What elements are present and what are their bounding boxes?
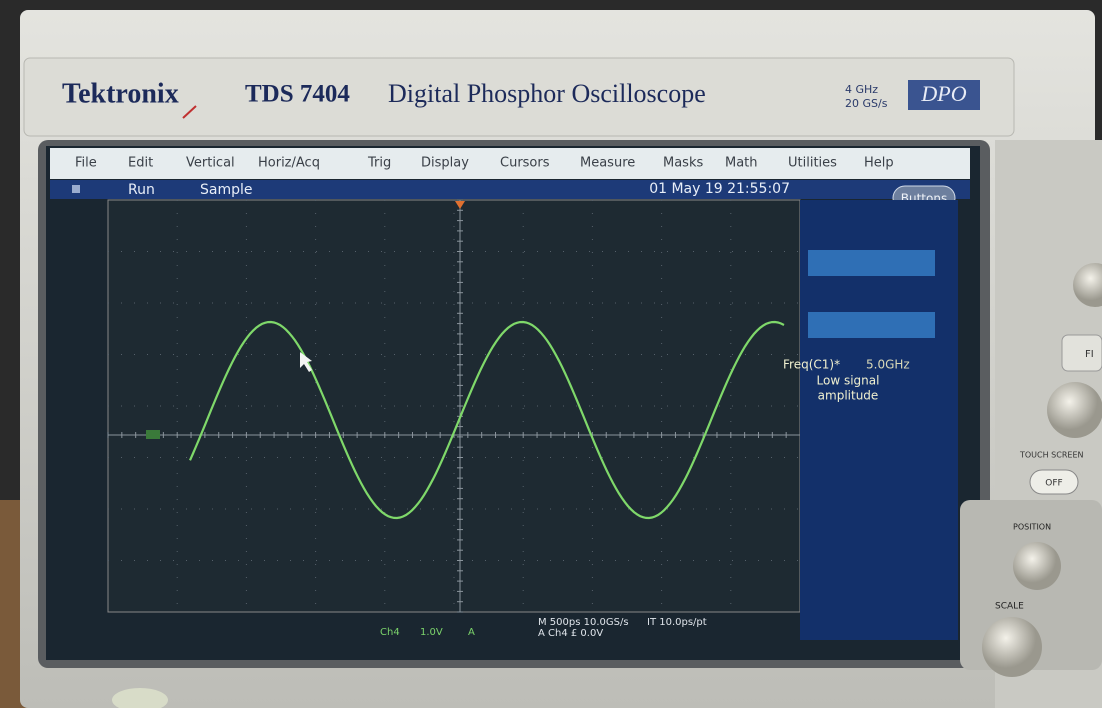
- position-knob[interactable]: [1013, 542, 1061, 590]
- run-state: Run: [128, 182, 155, 198]
- acq-mode: Sample: [200, 182, 253, 198]
- measurement-label: Freq(C1)*: [783, 358, 840, 372]
- channel-marker: [146, 430, 160, 439]
- menu-item[interactable]: Display: [421, 156, 469, 171]
- scale-knob[interactable]: [982, 617, 1042, 677]
- menu-item[interactable]: Masks: [663, 156, 703, 171]
- side-box-2[interactable]: [808, 312, 935, 338]
- measurement-note-1: Low signal: [817, 374, 880, 388]
- readout-scale: 1.0V: [420, 627, 443, 638]
- readout-channel: Ch4: [380, 627, 400, 638]
- spec-bandwidth: 4 GHz: [845, 83, 878, 96]
- brand: Tektronix: [62, 78, 179, 109]
- side-button[interactable]: [1061, 334, 1102, 372]
- power-button[interactable]: [112, 688, 168, 708]
- spec-rate: 20 GS/s: [845, 97, 888, 110]
- menu-item[interactable]: Horiz/Acq: [258, 156, 320, 171]
- knob-mid[interactable]: [1047, 382, 1102, 438]
- measurement-value: 5.0GHz: [866, 358, 910, 372]
- touch-off-label[interactable]: OFF: [1045, 479, 1062, 489]
- menu-item[interactable]: Edit: [128, 156, 153, 171]
- touch-screen-label: TOUCH SCREEN: [1019, 451, 1084, 460]
- readout-coupling: A: [468, 627, 475, 638]
- side-button-label[interactable]: FI: [1085, 349, 1094, 360]
- status-bar: [50, 180, 970, 199]
- menu-item[interactable]: Cursors: [500, 156, 550, 171]
- header-bar: [23, 57, 1015, 137]
- brand-mark: [182, 105, 197, 119]
- menu-item[interactable]: Help: [864, 156, 894, 171]
- menu-item[interactable]: Vertical: [186, 156, 235, 171]
- menu-item[interactable]: Math: [725, 156, 758, 171]
- scale-label: SCALE: [995, 602, 1024, 612]
- cursor: [300, 352, 312, 372]
- trigger-position: [455, 201, 465, 209]
- badge: DPO: [920, 81, 966, 106]
- datetime: 01 May 19 21:55:07: [649, 181, 790, 197]
- knob-top[interactable]: [1073, 263, 1102, 307]
- touch-off-button[interactable]: [1029, 469, 1079, 495]
- menu-item[interactable]: File: [75, 156, 97, 171]
- readout-timebase: M 500ps 10.0GS/s: [538, 617, 629, 628]
- graticule: [107, 199, 801, 613]
- description: Digital Phosphor Oscilloscope: [388, 79, 706, 108]
- readout-resolution: IT 10.0ps/pt: [647, 617, 707, 628]
- status-icon: [72, 185, 80, 193]
- readout-trigger: A Ch4 £ 0.0V: [538, 628, 603, 639]
- menu-item[interactable]: Trig: [367, 156, 391, 171]
- badge-box: [908, 80, 980, 110]
- menu-bar: [50, 148, 970, 179]
- side-box-1[interactable]: [808, 250, 935, 276]
- model: TDS 7404: [245, 81, 350, 108]
- menu-item[interactable]: Measure: [580, 156, 635, 171]
- measurement-note-2: amplitude: [818, 389, 879, 403]
- position-label: POSITION: [1013, 523, 1051, 532]
- waveform: [188, 320, 785, 520]
- menu-item[interactable]: Utilities: [788, 156, 837, 171]
